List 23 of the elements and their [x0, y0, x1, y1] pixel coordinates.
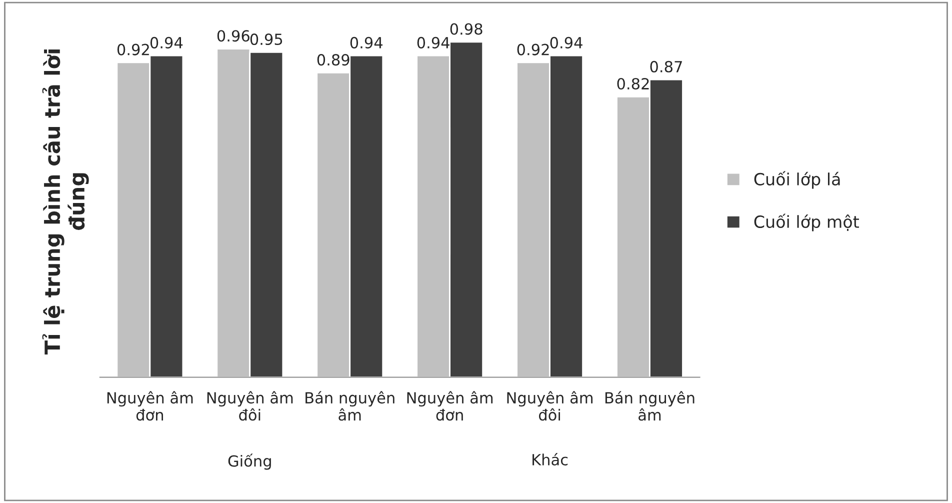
- text: Giống: [228, 454, 271, 470]
- data-label: 0.87: [650, 60, 682, 72]
- y-axis-title: Tỉ lệ trung bình câu trả lời đúng: [42, 50, 89, 354]
- text: Khác: [532, 453, 568, 466]
- legend-label: Cuối lớp lá: [754, 171, 840, 189]
- data-label: 0.82: [617, 78, 649, 90]
- x-tick-label: Nguyên âm đơn: [107, 391, 193, 421]
- data-label: 0.89: [317, 54, 350, 66]
- data-label: 0.98: [450, 23, 482, 35]
- x-tick-label: Nguyên âm đôi: [207, 391, 293, 421]
- data-label: 0.92: [517, 44, 549, 56]
- data-label: 0.92: [117, 44, 149, 56]
- x-tick-label: Bán nguyên âm: [605, 391, 694, 421]
- data-label: 0.94: [150, 36, 183, 48]
- data-label: 0.94: [350, 36, 383, 48]
- x-tick-label: Nguyên âm đôi: [507, 391, 592, 421]
- x-tick-label: Nguyên âm đơn: [407, 391, 493, 421]
- legend-label: Cuối lớp một: [754, 214, 859, 232]
- data-label: 0.94: [417, 36, 450, 48]
- x-tick-label: Bán nguyên âm: [306, 391, 394, 421]
- data-label: 0.95: [250, 34, 282, 46]
- data-label: 0.94: [550, 36, 582, 48]
- data-label: 0.96: [217, 30, 250, 42]
